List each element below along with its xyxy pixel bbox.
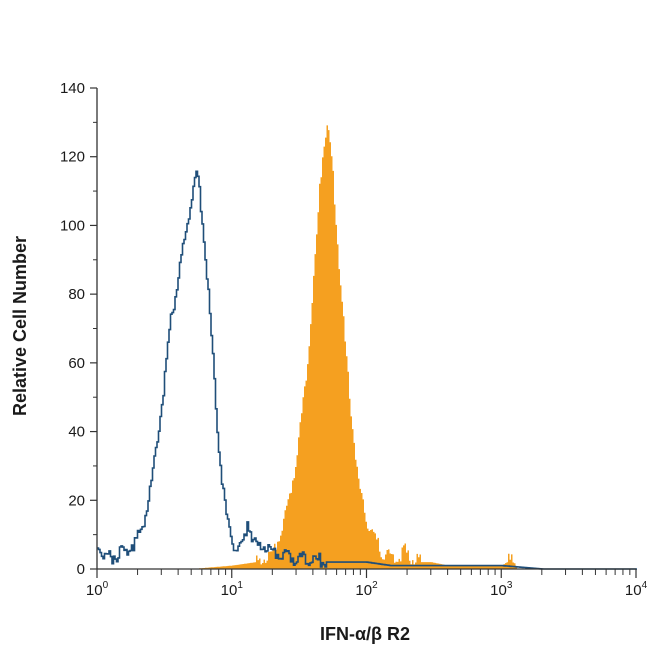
axes-layer: 0 20 40 60 80 100 120 140 100 101 102 103 104 [60, 80, 648, 599]
y-tick-label: 120 [60, 149, 85, 166]
y-tick-label: 140 [60, 80, 85, 97]
series-outline-histogram [97, 170, 637, 570]
x-tick-label: 103 [490, 580, 513, 599]
x-tick-label: 101 [221, 580, 244, 599]
y-tick-label: 20 [68, 492, 85, 509]
x-axis-title: IFN-α/β R2 [320, 624, 410, 644]
y-tick-label: 100 [60, 217, 85, 234]
x-tick-label: 102 [355, 580, 378, 599]
y-tick-label: 60 [68, 355, 85, 372]
y-tick-label: 80 [68, 286, 85, 303]
y-tick-label: 40 [68, 424, 85, 441]
series-layer [97, 125, 637, 570]
y-tick-label: 0 [77, 561, 85, 578]
series-filled-histogram [97, 125, 637, 570]
y-axis-title: Relative Cell Number [10, 236, 30, 416]
x-tick-label: 104 [625, 580, 648, 599]
x-tick-label: 100 [86, 580, 109, 599]
